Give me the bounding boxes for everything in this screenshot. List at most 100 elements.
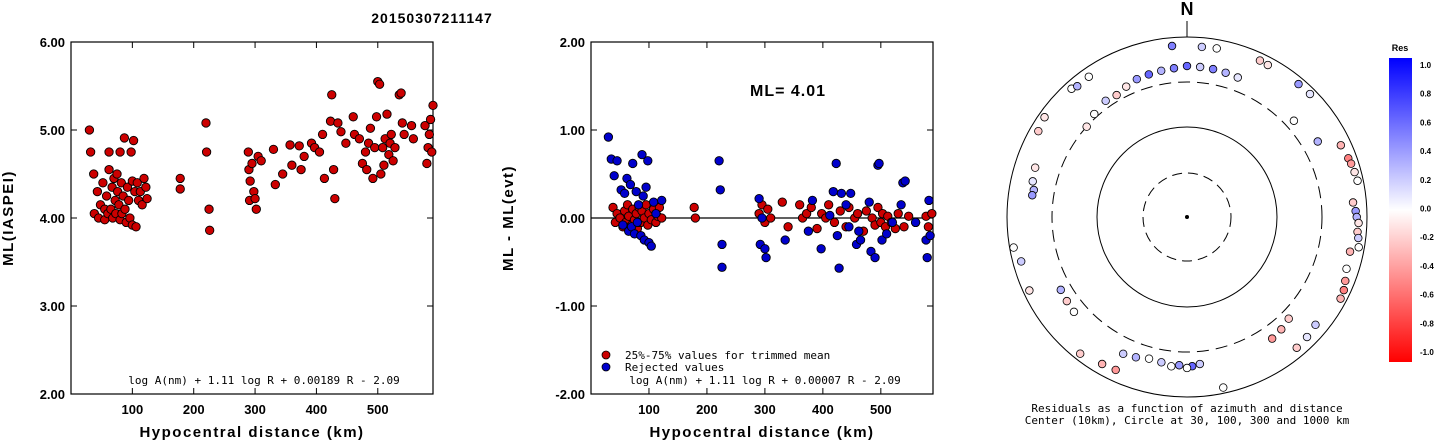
plot2-point: [844, 222, 854, 232]
plot1-point: [422, 158, 432, 169]
polar-point: [1028, 191, 1037, 200]
plot1-point: [368, 173, 378, 184]
polar-point: [1069, 307, 1079, 317]
plot1-point: [201, 147, 212, 157]
plot1-point: [243, 147, 253, 157]
plot2-point: [874, 158, 884, 169]
plot1-xtick-label: 200: [183, 402, 205, 417]
plot2-point: [643, 156, 653, 166]
colorbar-tick-label: 0.8: [1420, 90, 1432, 99]
plot1-point: [408, 134, 419, 144]
legend-label-trimmed: 25%-75% values for trimmed mean: [625, 349, 830, 362]
plot1-point: [278, 169, 288, 179]
plot1-xtick-label: 500: [367, 402, 389, 417]
colorbar-tick-label: -0.2: [1420, 233, 1434, 242]
plot1-point: [205, 225, 215, 235]
plot1-point: [126, 147, 136, 157]
plot2-point: [715, 185, 725, 195]
polar-point: [1353, 176, 1362, 185]
colorbar-tick-label: 0.2: [1420, 176, 1432, 185]
polar-point: [1208, 64, 1218, 74]
plot1-point: [330, 193, 340, 204]
plot1-point: [294, 141, 304, 151]
colorbar-tick-label: 0.0: [1420, 205, 1432, 214]
plot1-ytick-label: 3.00: [40, 299, 65, 314]
ring-100km: [1096, 126, 1278, 308]
polar-point: [1175, 361, 1184, 370]
plot2-point: [836, 188, 847, 199]
plot1-point: [285, 140, 295, 150]
plot2-ytick-label: 1.00: [560, 123, 585, 138]
colorbar-tick-label: -1.0: [1420, 348, 1434, 357]
plot1-ylabel: ML(IASPEI): [0, 170, 17, 266]
polar-point: [1056, 285, 1065, 295]
plot1-point: [378, 142, 388, 153]
polar-point: [1346, 159, 1356, 168]
polar-point: [1294, 79, 1303, 89]
polar-residual-panel: N Residuals as a function of azimuth and…: [1006, 0, 1434, 427]
plot1-point: [142, 193, 152, 204]
plot2-point: [628, 158, 638, 169]
legend-marker-trimmed: [601, 350, 611, 360]
plot1-point: [299, 151, 309, 162]
polar-point: [1197, 42, 1207, 52]
plot1-point: [354, 134, 365, 144]
plot1-point: [376, 169, 386, 179]
plot1-point: [270, 179, 280, 190]
plot2-point: [633, 200, 644, 210]
colorbar-ticks: 1.0 0.8 0.6 0.4 0.2 0.0 -0.2 -0.4 -0.6 -0.8 -1.0: [1420, 61, 1434, 357]
polar-point: [1345, 247, 1355, 256]
plot1-point: [427, 147, 437, 157]
plot2-point: [690, 213, 700, 223]
plot2-point: [816, 244, 826, 254]
polar-point: [1219, 383, 1228, 392]
plot1-point: [382, 109, 392, 119]
polar-point: [1084, 72, 1094, 81]
polar-point: [1112, 90, 1121, 100]
plot2-point: [714, 156, 724, 166]
polar-point: [1311, 320, 1320, 330]
polar-point: [1167, 41, 1177, 51]
plot2-point: [760, 244, 770, 254]
plot2-point: [834, 263, 844, 273]
plot1-point: [333, 118, 343, 128]
plot2-ytick-label: -1.00: [555, 299, 585, 314]
polar-point: [1144, 70, 1154, 79]
plot1-point: [122, 182, 133, 192]
plot1-point: [175, 184, 185, 194]
polar-point: [1339, 285, 1349, 295]
polar-point: [1233, 73, 1242, 82]
polar-point: [1034, 126, 1043, 136]
plot1-xtick-label: 400: [306, 402, 328, 417]
polar-point: [1350, 167, 1359, 177]
plot2-point: [717, 262, 727, 272]
plot1-point: [251, 204, 261, 214]
plot1-point: [124, 195, 134, 206]
plot1-point: [390, 142, 400, 153]
polar-point: [1122, 82, 1131, 91]
plot2-point: [824, 200, 834, 210]
north-label: N: [1181, 0, 1194, 19]
plot1-formula: log A(nm) + 1.11 log R + 0.00189 R - 2.0…: [128, 374, 400, 387]
plot1-point: [362, 164, 372, 175]
plot2-xtick-label: 500: [870, 402, 892, 417]
plot2-point: [657, 195, 667, 206]
plot1-point: [245, 176, 255, 186]
plot1-point: [84, 125, 95, 135]
plot1-point: [397, 118, 407, 128]
plot1-point: [314, 147, 325, 157]
polar-point: [1118, 349, 1128, 359]
plot2-point: [925, 230, 935, 241]
plot2-ticks: 100 200 300 400 500 -2.00 -1.00 0.00 1.00 2.00: [555, 35, 933, 417]
plot1-point: [115, 147, 125, 157]
plot1-point: [425, 114, 436, 125]
polar-point: [1292, 343, 1301, 352]
plot2-ylabel: ML - ML(evt): [500, 165, 517, 271]
colorbar-tick-label: 0.4: [1420, 147, 1432, 156]
polar-point: [1354, 218, 1363, 228]
polar-point: [1016, 257, 1026, 266]
plot2-point: [927, 208, 937, 219]
colorbar-tick-label: -0.6: [1420, 291, 1434, 300]
plot2-point: [638, 191, 648, 201]
